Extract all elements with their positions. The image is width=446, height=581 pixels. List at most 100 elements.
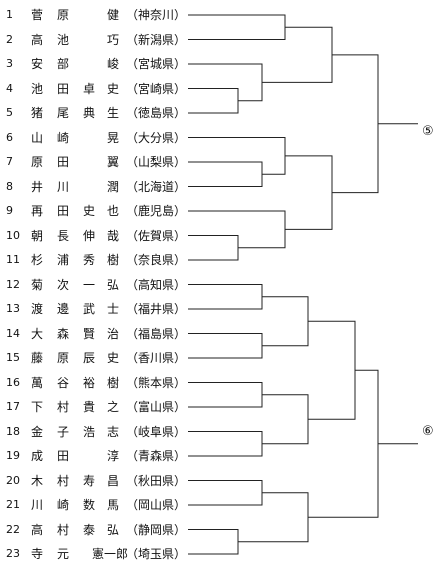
player-name-char: 生 bbox=[106, 106, 119, 120]
player-entry: 4 池田卓史 （宮崎県） bbox=[0, 77, 188, 101]
player-name-char: 弘 bbox=[106, 277, 119, 292]
bracket-line bbox=[332, 54, 379, 194]
prefecture: （熊本県） bbox=[126, 375, 187, 390]
player-entry: 22 高村泰弘 （静岡県） bbox=[0, 518, 188, 542]
seed-number: 15 bbox=[6, 351, 20, 364]
result-upper-label: ⑤ bbox=[422, 124, 434, 139]
prefecture: （静岡県） bbox=[126, 522, 187, 537]
player-name-char: 泰 bbox=[82, 522, 95, 537]
player-name-char: 典 bbox=[82, 106, 95, 120]
bracket-line bbox=[188, 14, 286, 40]
prefecture: （福島県） bbox=[126, 326, 187, 341]
player-name-char: 田 bbox=[56, 155, 69, 169]
prefecture: （宮城県） bbox=[126, 57, 187, 71]
player-name-char: 安 bbox=[30, 57, 43, 71]
bracket-line bbox=[188, 88, 239, 114]
player-name-char: 志 bbox=[106, 424, 119, 439]
seed-number: 2 bbox=[6, 32, 13, 46]
player-name-char: 元 bbox=[56, 547, 69, 561]
player-name-char: 邊 bbox=[56, 302, 69, 316]
player-name-char: 原 bbox=[56, 351, 69, 365]
bracket-line bbox=[188, 235, 239, 261]
player-name-char: 崎 bbox=[56, 130, 69, 145]
player-name-char: 弘 bbox=[106, 522, 119, 537]
prefecture: （富山県） bbox=[126, 400, 187, 414]
bracket-line bbox=[262, 26, 333, 83]
player-name-char: 部 bbox=[56, 57, 69, 71]
player-name-char: 辰 bbox=[82, 351, 95, 365]
player-name-char: 尾 bbox=[56, 106, 69, 120]
player-name-char: 樹 bbox=[106, 375, 119, 390]
seed-number: 7 bbox=[6, 155, 13, 168]
player-name-char: 寿 bbox=[82, 473, 95, 488]
bracket-line bbox=[238, 492, 309, 543]
bracket-line bbox=[188, 210, 286, 249]
player-name-char: 秀 bbox=[82, 253, 95, 267]
prefecture: （岐阜県） bbox=[126, 424, 187, 439]
bracket-line bbox=[188, 284, 263, 310]
player-name-char: 藤 bbox=[30, 351, 43, 365]
player-name-char: 大 bbox=[30, 326, 43, 341]
bracket-line bbox=[188, 529, 239, 555]
prefecture: （神奈川） bbox=[126, 8, 187, 22]
bracket-line bbox=[262, 296, 309, 347]
seed-number: 12 bbox=[6, 277, 20, 291]
bracket-line bbox=[308, 320, 356, 420]
prefecture: （宮崎県） bbox=[126, 81, 187, 96]
player-name-char: 森 bbox=[56, 326, 69, 341]
player-entry: 11 杉浦秀樹 （奈良県） bbox=[0, 248, 188, 272]
seed-number: 21 bbox=[6, 498, 20, 511]
prefecture: （北海道） bbox=[126, 179, 187, 194]
seed-number: 3 bbox=[6, 57, 13, 70]
seed-number: 17 bbox=[6, 400, 20, 413]
prefecture: （鹿児島） bbox=[126, 204, 187, 218]
bracket-line bbox=[262, 394, 309, 445]
player-name-char: 村 bbox=[56, 400, 69, 414]
player-name-char: 史 bbox=[106, 81, 119, 96]
player-name-char: 浩 bbox=[82, 424, 95, 439]
player-entry: 9 再田史也 （鹿児島） bbox=[0, 199, 188, 223]
player-entry: 21 川崎数馬 （岡山県） bbox=[0, 493, 188, 517]
player-name-char: 成 bbox=[30, 449, 43, 463]
player-name-char: 史 bbox=[106, 351, 119, 365]
player-name-char: 潤 bbox=[106, 179, 119, 194]
player-name-char: 崎 bbox=[56, 498, 69, 512]
player-name-char: 谷 bbox=[56, 375, 69, 390]
player-entry: 18 金子浩志 （岐阜県） bbox=[0, 420, 188, 444]
prefecture: （福井県） bbox=[126, 302, 187, 316]
player-name-char: 峻 bbox=[106, 57, 119, 71]
player-name-char: 萬 bbox=[30, 375, 43, 390]
seed-number: 1 bbox=[6, 8, 13, 21]
player-entry: 5 猪尾典生 （徳島県） bbox=[0, 101, 188, 125]
player-name-char: 高 bbox=[30, 32, 43, 47]
seed-number: 19 bbox=[6, 449, 20, 462]
bracket-line bbox=[188, 333, 263, 359]
player-name-char: 池 bbox=[56, 32, 69, 47]
player-entry: 16 萬谷裕樹 （熊本県） bbox=[0, 371, 188, 395]
player-entry: 7 原田 翼 （山梨県） bbox=[0, 150, 188, 174]
player-entry: 6 山崎 晃 （大分県） bbox=[0, 126, 188, 150]
player-name-char: 山 bbox=[30, 130, 43, 145]
seed-number: 20 bbox=[6, 473, 20, 487]
prefecture: （青森県） bbox=[126, 449, 187, 463]
player-name-char: 渡 bbox=[30, 302, 43, 316]
player-name-char: 原 bbox=[30, 155, 43, 169]
prefecture: （香川県） bbox=[126, 351, 187, 365]
player-name-char: 翼 bbox=[106, 155, 119, 169]
seed-number: 11 bbox=[6, 253, 20, 266]
player-name-char: 治 bbox=[106, 326, 119, 341]
player-name-char: 原 bbox=[56, 8, 69, 22]
player-name-char: 長 bbox=[56, 228, 69, 243]
bracket-line bbox=[188, 382, 263, 408]
seed-number: 13 bbox=[6, 302, 20, 315]
player-name-char: 馬 bbox=[106, 498, 119, 512]
prefecture: （新潟県） bbox=[126, 32, 187, 47]
player-name-char: 池 bbox=[30, 81, 43, 96]
seed-number: 4 bbox=[6, 81, 13, 95]
seed-number: 14 bbox=[6, 326, 20, 340]
player-name-char: 昌 bbox=[106, 473, 119, 488]
player-name-char: 卓 bbox=[82, 81, 95, 96]
player-name-char: 村 bbox=[56, 522, 69, 537]
player-name-char: 田 bbox=[56, 81, 69, 96]
